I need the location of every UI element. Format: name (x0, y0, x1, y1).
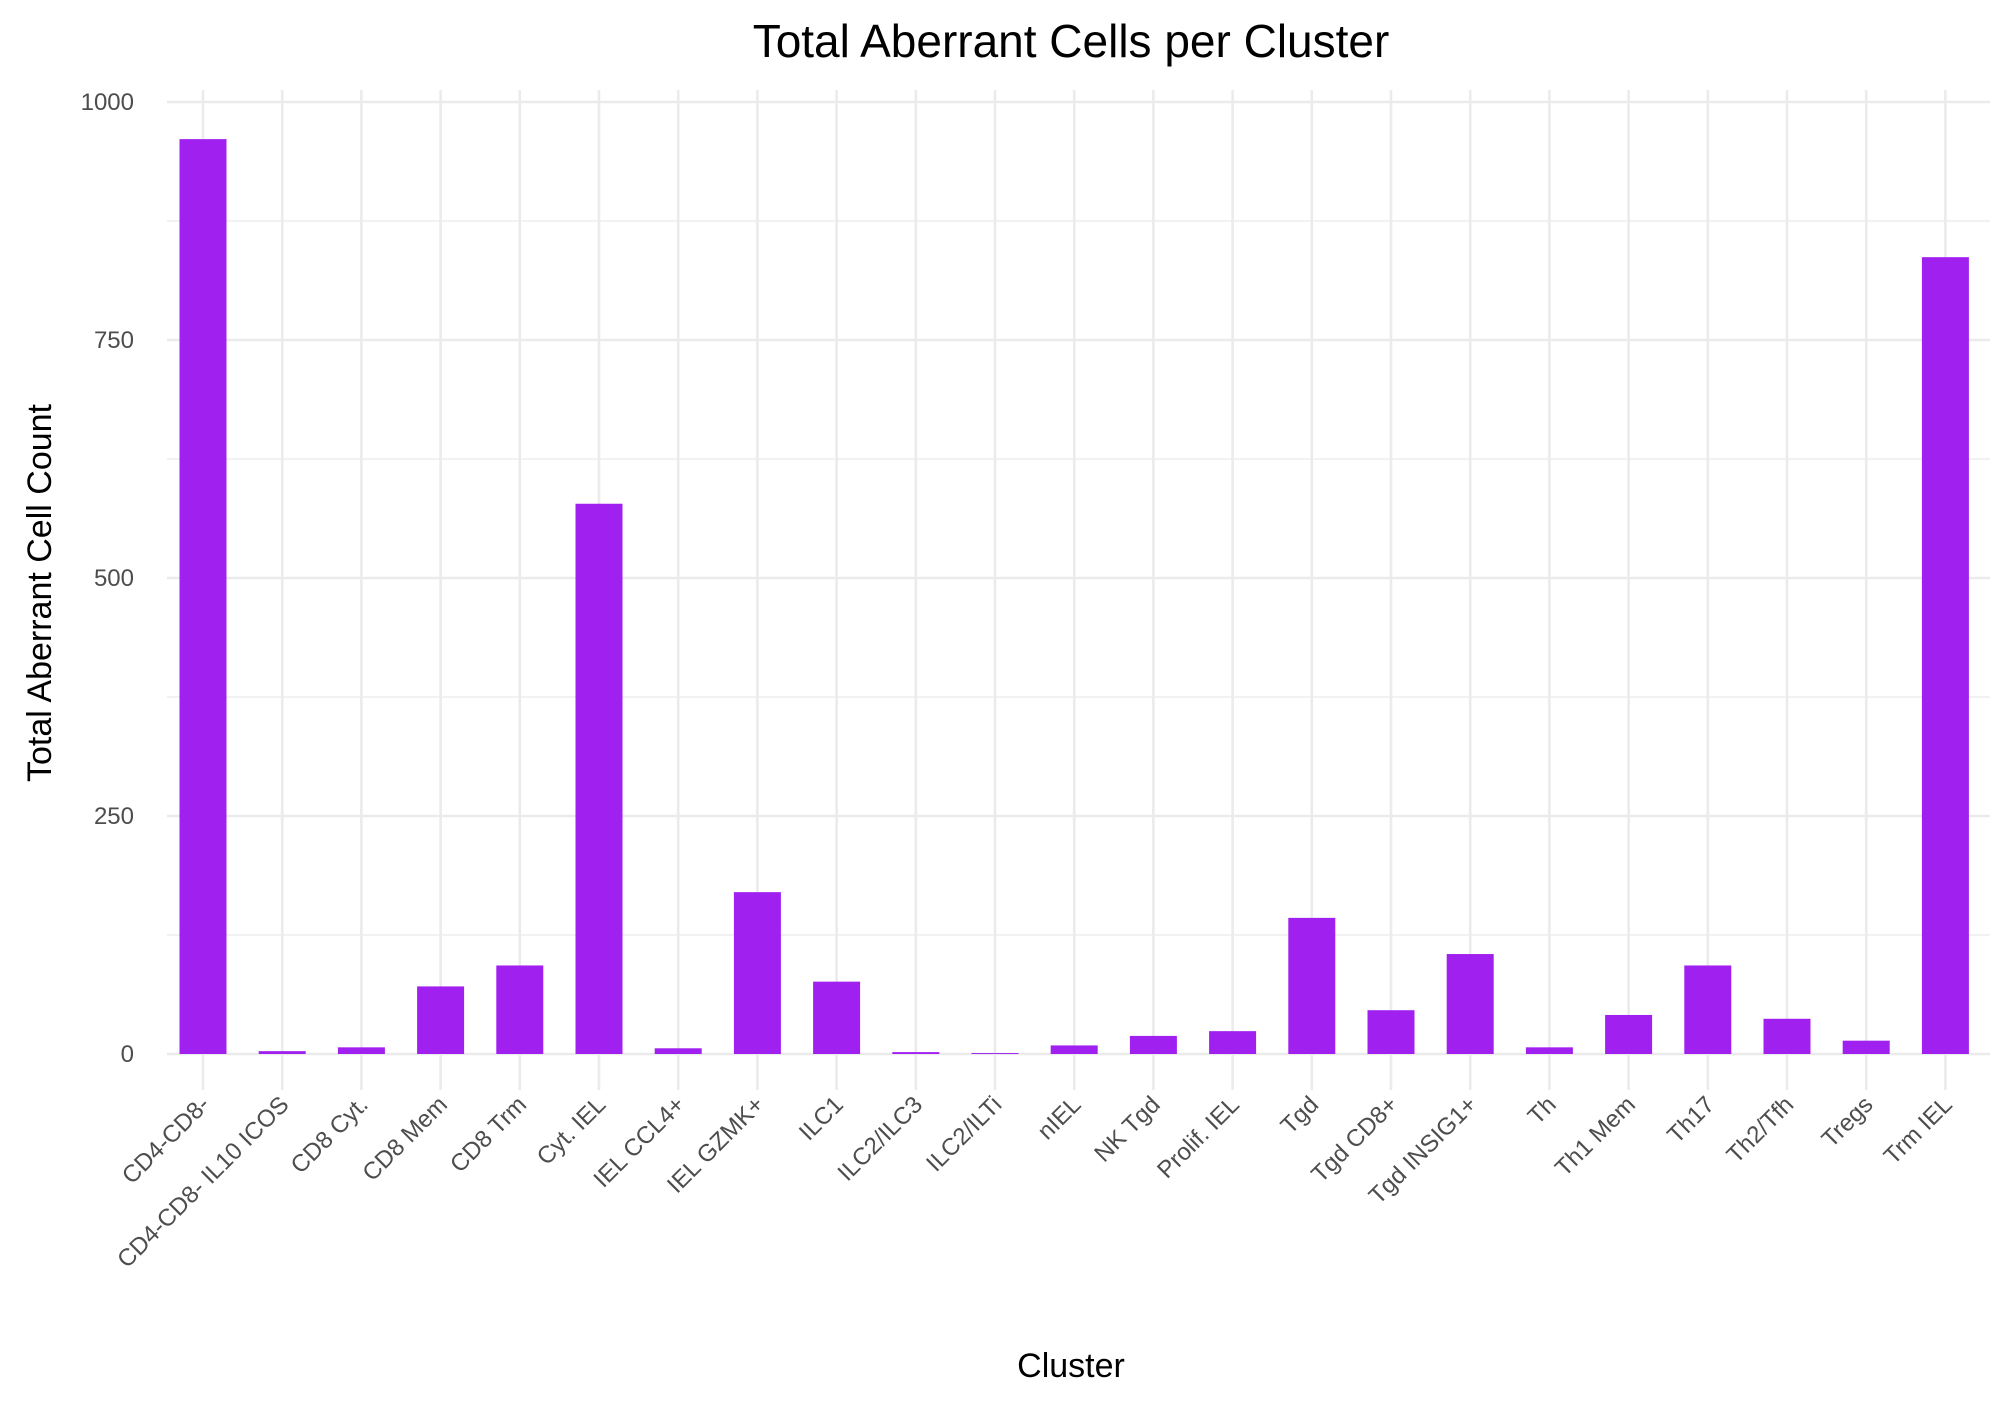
x-axis-title: Cluster (1017, 1347, 1125, 1385)
y-tick-label: 750 (94, 327, 134, 354)
bar (1605, 1014, 1653, 1054)
bar (1446, 954, 1494, 1054)
bar (1367, 1010, 1415, 1054)
bar (733, 892, 781, 1054)
y-tick-label: 1000 (81, 89, 134, 116)
y-axis-ticks: 0 250 500 750 1000 (81, 89, 134, 1068)
bar (1525, 1047, 1573, 1054)
bar (575, 503, 623, 1054)
bar (1050, 1045, 1098, 1054)
bar (654, 1048, 702, 1054)
bar (179, 139, 227, 1055)
bar (1921, 257, 1969, 1054)
bar (1209, 1031, 1257, 1054)
bar (258, 1051, 306, 1054)
bar (813, 981, 861, 1054)
bars (179, 139, 1969, 1055)
bar (971, 1053, 1019, 1054)
bar (496, 965, 544, 1054)
bar (1842, 1040, 1890, 1054)
bar (1684, 965, 1732, 1054)
y-tick-label: 250 (94, 803, 134, 830)
chart-title: Total Aberrant Cells per Cluster (753, 15, 1390, 67)
bar (417, 986, 465, 1054)
y-tick-label: 0 (121, 1041, 134, 1068)
bar (892, 1052, 940, 1054)
bar (1763, 1018, 1811, 1054)
bar (1288, 917, 1336, 1054)
y-axis-title: Total Aberrant Cell Count (21, 403, 59, 782)
y-tick-label: 500 (94, 565, 134, 592)
bar (1129, 1035, 1177, 1054)
bar (337, 1047, 385, 1054)
grid-lines (167, 90, 1990, 1090)
